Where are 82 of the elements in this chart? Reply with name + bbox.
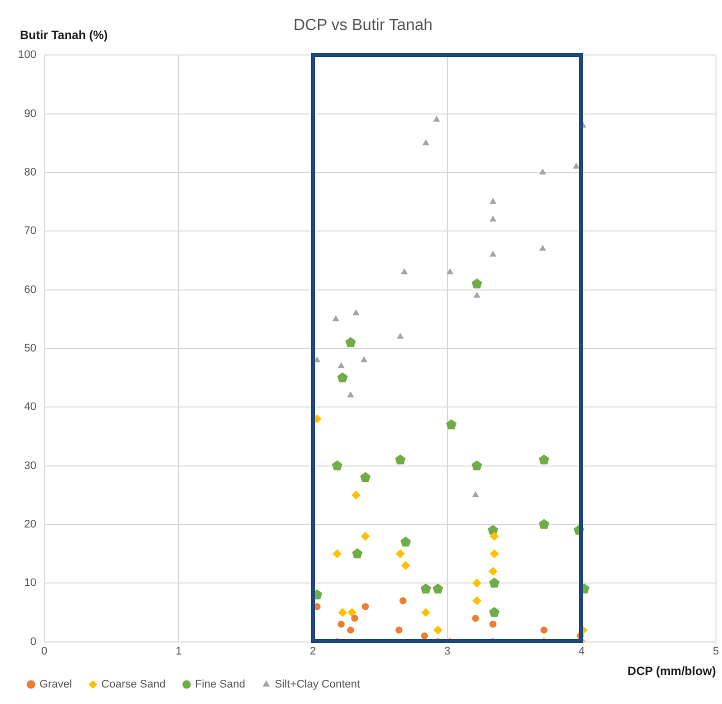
y-tick-label: 90 bbox=[24, 108, 36, 120]
point bbox=[489, 578, 500, 588]
y-tick-label: 0 bbox=[30, 636, 36, 648]
point bbox=[352, 309, 360, 316]
point bbox=[472, 596, 482, 606]
point bbox=[338, 620, 345, 628]
point bbox=[332, 460, 342, 470]
legend-label: Gravel bbox=[40, 678, 72, 691]
point bbox=[360, 356, 368, 362]
point bbox=[473, 292, 480, 298]
point bbox=[395, 626, 402, 634]
y-tick-label: 100 bbox=[18, 49, 36, 62]
point bbox=[446, 419, 457, 430]
point bbox=[432, 584, 444, 594]
point bbox=[488, 566, 498, 576]
point bbox=[472, 460, 482, 470]
point bbox=[472, 278, 482, 288]
point bbox=[337, 372, 348, 382]
point bbox=[396, 549, 405, 558]
point bbox=[489, 606, 500, 617]
y-tick-label: 10 bbox=[24, 577, 36, 590]
y-tick-label: 70 bbox=[24, 225, 36, 238]
x-tick-label: 5 bbox=[712, 645, 720, 658]
chart-title: DCP vs Butir Tanah bbox=[293, 17, 433, 34]
point bbox=[490, 250, 496, 257]
legend-label: Fine Sand bbox=[195, 678, 246, 691]
x-tick-label: 2 bbox=[310, 645, 316, 658]
point bbox=[446, 268, 454, 274]
y-tick-label: 20 bbox=[24, 518, 36, 531]
point bbox=[347, 626, 354, 634]
point bbox=[540, 626, 548, 634]
point bbox=[422, 139, 430, 146]
point bbox=[433, 116, 440, 122]
point bbox=[420, 632, 428, 640]
legend-label: Coarse Sand bbox=[101, 678, 166, 691]
point bbox=[360, 532, 370, 541]
point bbox=[539, 244, 546, 251]
point bbox=[352, 548, 363, 558]
point bbox=[490, 532, 499, 541]
legend-label: Silt+Clay Content bbox=[274, 678, 360, 691]
point bbox=[420, 584, 432, 594]
point bbox=[332, 315, 340, 322]
x-tick-label: 4 bbox=[578, 645, 585, 658]
point bbox=[572, 162, 580, 169]
point bbox=[539, 168, 546, 175]
point bbox=[472, 578, 482, 588]
point bbox=[395, 454, 406, 464]
point bbox=[338, 362, 345, 368]
y-tick-label: 80 bbox=[24, 166, 36, 179]
point bbox=[490, 549, 499, 558]
x-tick-label: 0 bbox=[41, 645, 48, 658]
point bbox=[538, 518, 550, 529]
point bbox=[421, 608, 430, 617]
y-tick-label: 30 bbox=[24, 460, 36, 472]
point bbox=[396, 332, 404, 339]
x-axis-title: DCP (mm/blow) bbox=[628, 664, 716, 678]
point bbox=[360, 472, 371, 482]
point bbox=[332, 549, 342, 558]
point bbox=[490, 215, 496, 222]
y-tick-label: 60 bbox=[24, 284, 36, 296]
point bbox=[433, 626, 442, 635]
point bbox=[490, 198, 496, 204]
y-tick-label: 40 bbox=[24, 401, 36, 414]
point bbox=[400, 536, 411, 547]
point bbox=[362, 603, 369, 610]
point bbox=[347, 608, 356, 617]
point bbox=[472, 614, 480, 622]
point bbox=[489, 620, 496, 628]
point bbox=[538, 454, 550, 464]
point bbox=[399, 597, 406, 604]
point bbox=[347, 391, 354, 398]
point bbox=[472, 491, 479, 498]
x-tick-label: 1 bbox=[176, 645, 182, 658]
point bbox=[401, 561, 410, 570]
point bbox=[351, 490, 360, 500]
point bbox=[345, 337, 356, 348]
y-axis-title: Butir Tanah (%) bbox=[20, 28, 108, 42]
y-tick-label: 50 bbox=[24, 342, 36, 355]
point bbox=[338, 608, 348, 617]
x-tick-label: 3 bbox=[444, 645, 450, 658]
point bbox=[351, 614, 358, 622]
point bbox=[400, 268, 408, 274]
